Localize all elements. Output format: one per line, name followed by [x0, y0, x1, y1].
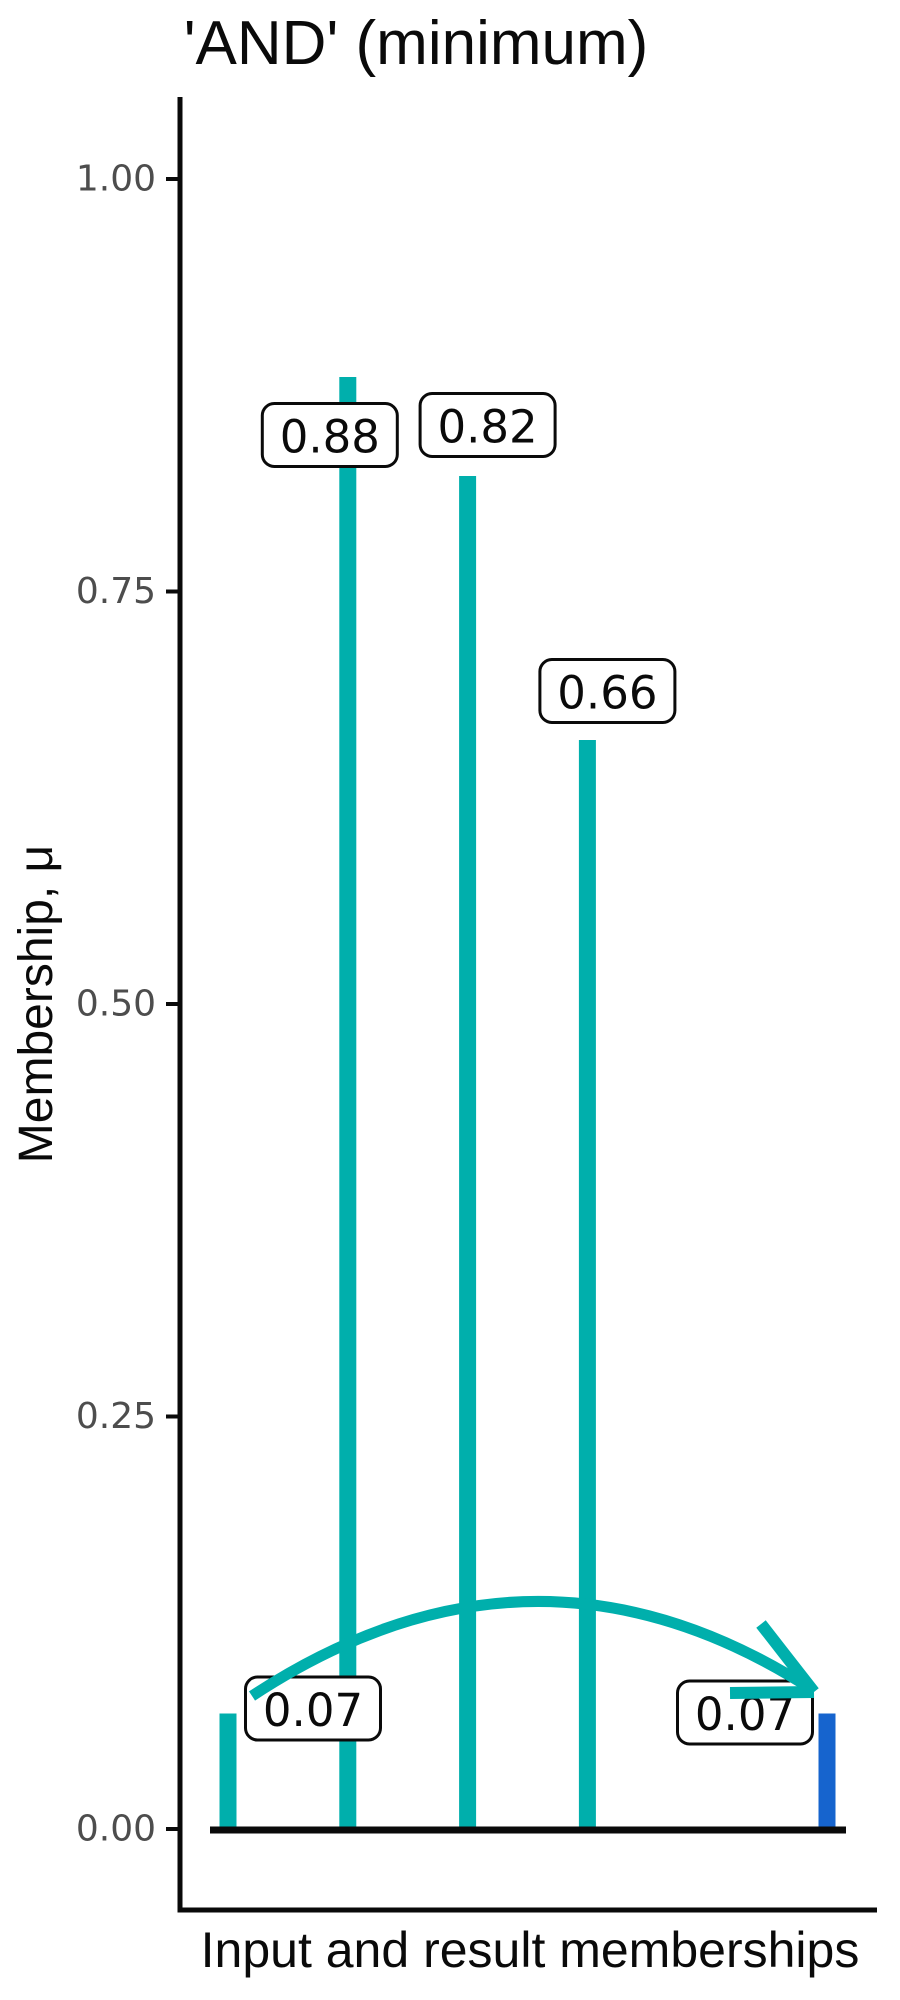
y-tick-label: 0.00	[76, 1809, 156, 1850]
min-arrow	[248, 1596, 819, 1701]
value-label: 0.66	[557, 667, 657, 720]
bar	[818, 1713, 836, 1833]
value-label: 0.07	[263, 1684, 363, 1737]
bars	[219, 377, 836, 1833]
bar	[219, 1713, 237, 1833]
value-label-box	[538, 658, 677, 724]
value-label-box	[260, 402, 399, 468]
value-label: 0.82	[437, 401, 537, 454]
y-tick-label: 1.00	[76, 159, 156, 200]
bar	[459, 476, 477, 1833]
value-labels: 0.070.88 0.820.660.07	[244, 392, 814, 1746]
bar	[578, 740, 596, 1833]
arrow-head-barb	[729, 1686, 815, 1699]
chart-title: 'AND' (minimum)	[184, 9, 649, 78]
y-tick-label: 0.50	[76, 984, 156, 1025]
arrow-curve	[248, 1596, 816, 1701]
value-label: 0.88	[280, 411, 380, 464]
y-axis-ticks: 0.00 0.25 0.50 0.75 1.00	[76, 159, 178, 1850]
value-label-box	[244, 1675, 382, 1742]
y-tick-label: 0.75	[76, 571, 156, 612]
value-label-box	[418, 392, 557, 458]
arrow-head-barb	[756, 1620, 819, 1696]
y-axis-title: Membership, μ	[10, 845, 63, 1163]
x-axis-title: Input and result memberships	[201, 1922, 860, 1978]
bar	[339, 377, 357, 1833]
y-tick-label: 0.25	[76, 1396, 156, 1437]
